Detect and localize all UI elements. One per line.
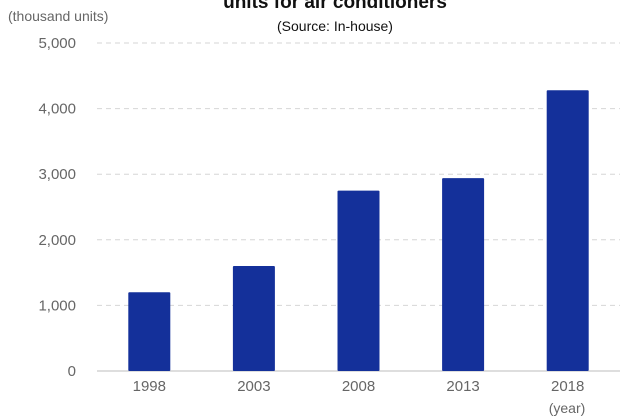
y-tick-label: 4,000 [38, 101, 76, 118]
y-tick-label: 5,000 [38, 35, 76, 52]
x-tick-label: 2008 [342, 378, 375, 395]
y-tick-label: 2,000 [38, 232, 76, 249]
y-axis-ticks: 0 1,000 2,000 3,000 4,000 5,000 [38, 35, 76, 380]
y-tick-label: 3,000 [38, 166, 76, 183]
chart-subtitle: (Source: In-house) [277, 18, 393, 34]
y-tick-label: 0 [68, 363, 76, 380]
x-tick-label: 2018 [551, 378, 584, 395]
x-tick-label: 2003 [237, 378, 270, 395]
bar-2013 [442, 178, 485, 371]
x-tick-label: 1998 [133, 378, 166, 395]
bar-1998 [128, 292, 171, 371]
x-axis-ticks: 1998 2003 2008 2013 2018 [133, 378, 585, 395]
bar-2003 [232, 266, 275, 371]
x-tick-label: 2013 [446, 378, 479, 395]
bar-2008 [337, 190, 380, 371]
bar-2018 [546, 90, 589, 372]
chart-title: units for air conditioners [223, 0, 447, 13]
y-axis-unit-label: (thousand units) [8, 8, 108, 24]
y-tick-label: 1,000 [38, 297, 76, 314]
x-axis-unit-label: (year) [549, 400, 586, 416]
bar-layer [128, 90, 589, 372]
